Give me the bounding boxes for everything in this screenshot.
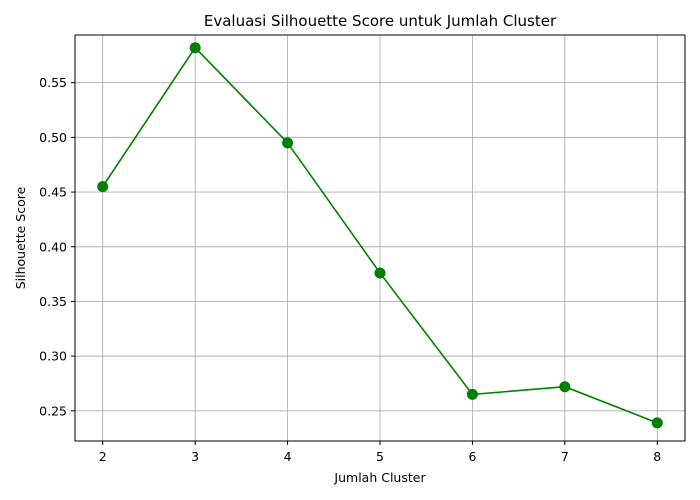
x-tick-label: 8 <box>653 449 661 464</box>
x-ticks: 2 3 4 5 6 7 8 <box>99 441 661 464</box>
chart-title: Evaluasi Silhouette Score untuk Jumlah C… <box>204 12 557 30</box>
y-tick-label: 0.35 <box>39 294 67 309</box>
series-line-group <box>97 42 663 429</box>
x-tick-label: 3 <box>191 449 199 464</box>
x-tick-label: 2 <box>99 449 107 464</box>
data-point <box>559 381 571 393</box>
y-axis-label: Silhouette Score <box>13 186 28 289</box>
data-point <box>651 417 663 429</box>
y-tick-label: 0.50 <box>39 130 67 145</box>
y-tick-label: 0.40 <box>39 239 67 254</box>
x-tick-label: 7 <box>561 449 569 464</box>
y-tick-label: 0.25 <box>39 403 67 418</box>
x-axis-label: Jumlah Cluster <box>333 470 426 485</box>
grid <box>75 35 685 441</box>
x-tick-label: 4 <box>284 449 292 464</box>
data-point <box>466 388 478 400</box>
y-tick-label: 0.45 <box>39 185 67 200</box>
y-tick-label: 0.30 <box>39 349 67 364</box>
y-ticks: 0.25 0.30 0.35 0.40 0.45 0.50 0.55 <box>39 75 75 418</box>
data-point <box>97 181 109 193</box>
data-point <box>374 267 386 279</box>
data-point <box>189 42 201 54</box>
x-tick-label: 6 <box>468 449 476 464</box>
y-tick-label: 0.55 <box>39 75 67 90</box>
x-tick-label: 5 <box>376 449 384 464</box>
data-point <box>282 137 294 149</box>
